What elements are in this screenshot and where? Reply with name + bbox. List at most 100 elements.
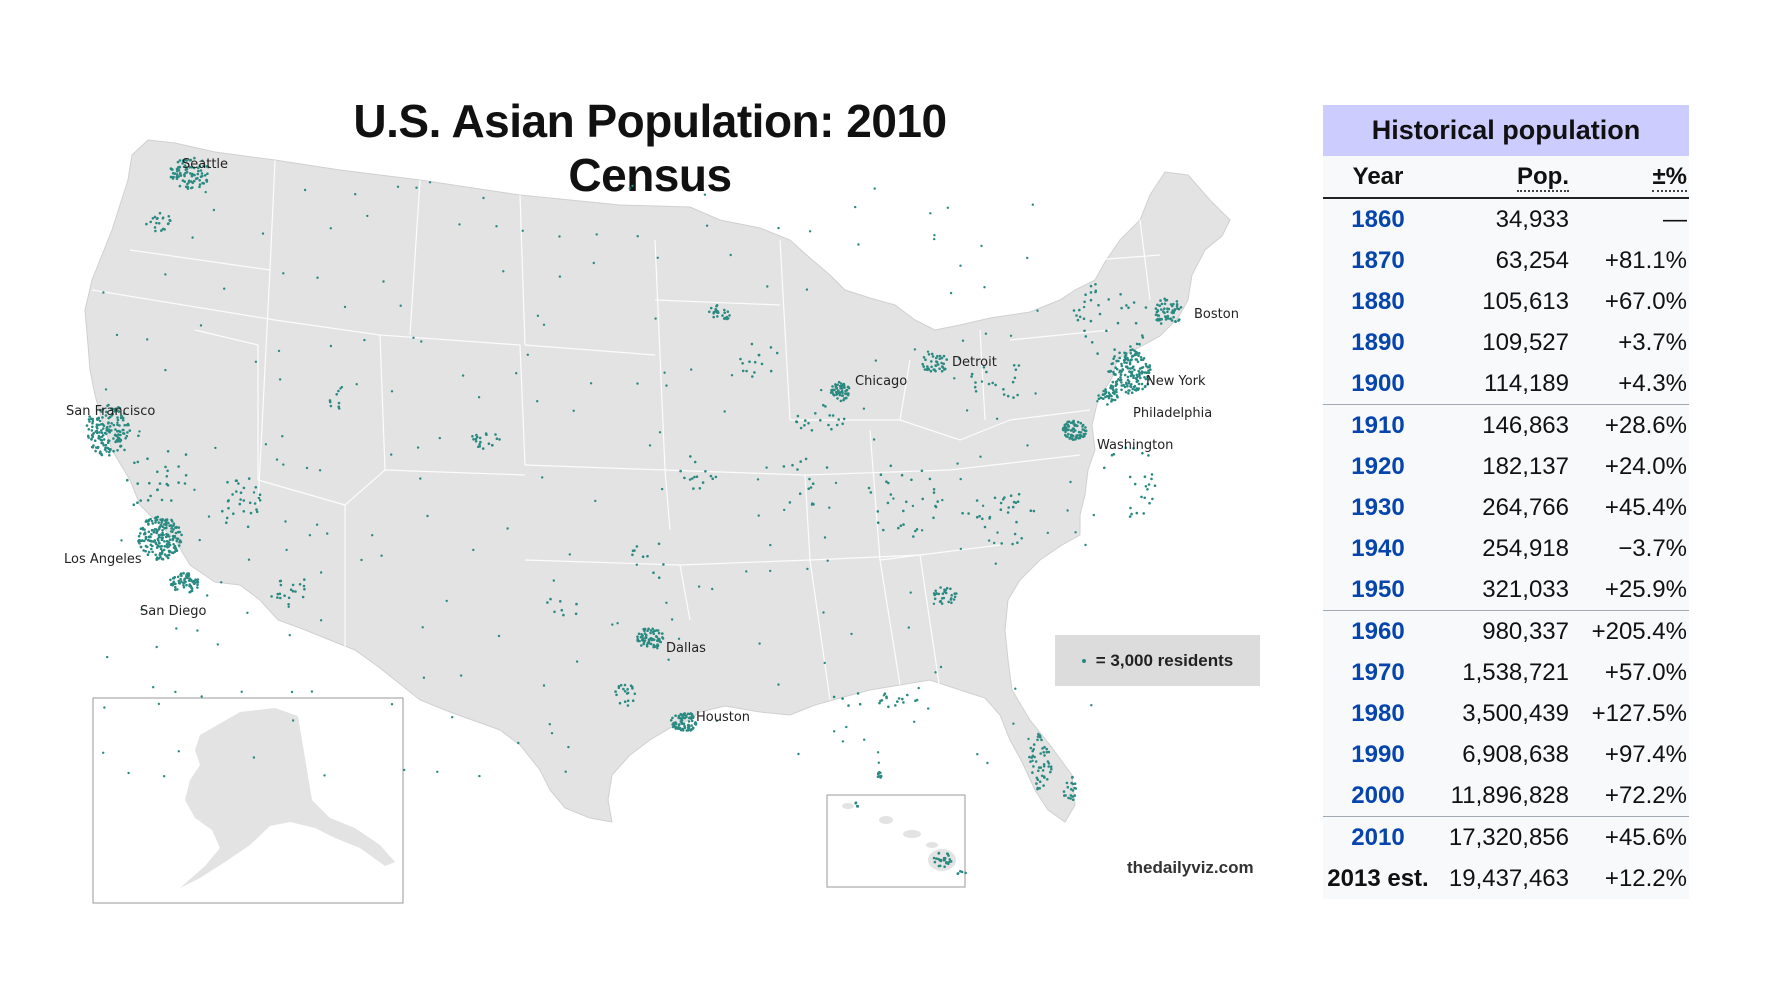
table-row: 1900 114,189 +4.3% [1323,363,1689,404]
percent-change-value: +205.4% [1591,617,1687,645]
legend-dot-icon [1081,658,1086,663]
table-row: 1910 146,863 +28.6% [1323,404,1689,446]
population-value: 17,320,856 [1448,823,1569,851]
year-link[interactable]: 1980 [1351,699,1405,727]
percent-change-value: +81.1% [1604,246,1687,274]
year-link[interactable]: 1880 [1351,287,1405,315]
table-row: 1950 321,033 +25.9% [1323,569,1689,610]
year-link[interactable]: 2010 [1351,823,1405,851]
population-value: 114,189 [1484,369,1569,397]
city-label-chicago: Chicago [855,374,907,389]
table-row: 1860 34,933 — [1323,199,1689,240]
table-row: 2010 17,320,856 +45.6% [1323,816,1689,858]
table-body: 1860 34,933 — 1870 63,254 +81.1% 1880 105,613 +6… [1323,199,1689,899]
table-row: 1920 182,137 +24.0% [1323,446,1689,487]
header-pct-label[interactable]: ±% [1652,162,1687,192]
contiguous-us-land [84,139,1231,823]
table-row: 2013 est. 19,437,463 +12.2% [1323,858,1689,899]
percent-change-value: +4.3% [1618,369,1687,397]
city-label-washington: Washington [1097,438,1173,453]
year-link[interactable]: 1860 [1351,205,1405,233]
source-credit: thedailyviz.com [1127,858,1254,877]
header-pop: Pop. [1433,162,1569,192]
year-link[interactable]: 1970 [1351,658,1405,686]
percent-change-value: +67.0% [1604,287,1687,315]
percent-change-value: +45.4% [1604,493,1687,521]
percent-change-value: +72.2% [1604,781,1687,809]
map-legend: = 3,000 residents [1055,635,1260,686]
year-link[interactable]: 1940 [1351,534,1405,562]
header-year: Year [1352,162,1404,190]
header-pop-label[interactable]: Pop. [1517,162,1569,192]
percent-change-value: +127.5% [1591,699,1687,727]
alaska-land [180,708,395,888]
population-value: 109,527 [1482,328,1569,356]
city-label-san-francisco: San Francisco [66,404,155,419]
city-label-philadelphia: Philadelphia [1133,406,1212,421]
year-link[interactable]: 1950 [1351,575,1405,603]
year-link[interactable]: 1990 [1351,740,1405,768]
year-link[interactable]: 1960 [1351,617,1405,645]
population-value: 63,254 [1495,246,1569,274]
legend-label: = 3,000 residents [1095,650,1234,670]
table-row: 2000 11,896,828 +72.2% [1323,775,1689,816]
city-label-los-angeles: Los Angeles [64,552,142,567]
year-link[interactable]: 1890 [1351,328,1405,356]
table-row: 1990 6,908,638 +97.4% [1323,734,1689,775]
table-row: 1930 264,766 +45.4% [1323,487,1689,528]
table-row: 1890 109,527 +3.7% [1323,322,1689,363]
population-value: 19,437,463 [1448,864,1569,892]
table-caption: Historical population [1323,105,1689,156]
city-label-seattle: Seattle [182,157,228,172]
hawaii-inset-frame [826,794,966,888]
year-link: 2013 est. [1327,864,1429,892]
population-value: 264,766 [1482,493,1569,521]
percent-change-value: −3.7% [1618,534,1687,562]
header-pct: ±% [1569,162,1689,192]
city-labels: Seattle San Francisco Los Angeles San Di… [64,157,1239,725]
population-dots [85,156,1183,875]
population-value: 105,613 [1482,287,1569,315]
percent-change-value: +24.0% [1604,452,1687,480]
map-title: U.S. Asian Population: 2010 Census [353,95,947,201]
table-row: 1940 254,918 −3.7% [1323,528,1689,569]
percent-change-value: +97.4% [1604,740,1687,768]
city-label-houston: Houston [696,710,750,725]
population-value: 146,863 [1482,411,1569,439]
percent-change-value: +25.9% [1604,575,1687,603]
percent-change-value: +12.2% [1604,864,1687,892]
population-value: 1,538,721 [1462,658,1569,686]
population-value: 182,137 [1482,452,1569,480]
percent-change-value: +28.6% [1604,411,1687,439]
population-value: 11,896,828 [1450,781,1569,809]
percent-change-value: — [1663,205,1687,233]
city-label-dallas: Dallas [666,641,706,656]
population-value: 34,933 [1495,205,1569,233]
city-label-boston: Boston [1194,307,1239,322]
table-row: 1980 3,500,439 +127.5% [1323,693,1689,734]
table-row: 1880 105,613 +67.0% [1323,281,1689,322]
table-row: 1870 63,254 +81.1% [1323,240,1689,281]
population-value: 980,337 [1482,617,1569,645]
population-value: 321,033 [1482,575,1569,603]
city-label-san-diego: San Diego [140,604,206,619]
table-row: 1960 980,337 +205.4% [1323,610,1689,652]
year-link[interactable]: 1870 [1351,246,1405,274]
table-header-row: Year Pop. ±% [1323,156,1689,199]
year-link[interactable]: 1900 [1351,369,1405,397]
population-value: 3,500,439 [1462,699,1569,727]
percent-change-value: +45.6% [1604,823,1687,851]
percent-change-value: +3.7% [1618,328,1687,356]
historical-population-table: Historical population Year Pop. ±% 1860 3… [1323,105,1689,899]
year-link[interactable]: 1920 [1351,452,1405,480]
year-link[interactable]: 1910 [1351,411,1405,439]
population-value: 6,908,638 [1462,740,1569,768]
percent-change-value: +57.0% [1604,658,1687,686]
city-label-new-york: New York [1146,374,1206,389]
year-link[interactable]: 2000 [1351,781,1405,809]
year-link[interactable]: 1930 [1351,493,1405,521]
population-value: 254,918 [1482,534,1569,562]
city-label-detroit: Detroit [952,355,997,370]
state-borders [91,159,1161,701]
